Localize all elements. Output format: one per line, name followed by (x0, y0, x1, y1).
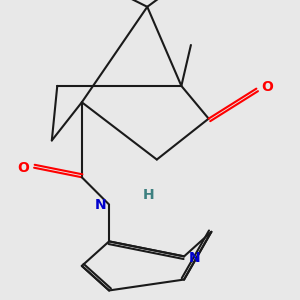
Text: N: N (189, 251, 200, 265)
Text: H: H (143, 188, 155, 202)
Text: O: O (18, 161, 30, 175)
Text: O: O (261, 80, 273, 94)
Text: N: N (94, 197, 106, 212)
